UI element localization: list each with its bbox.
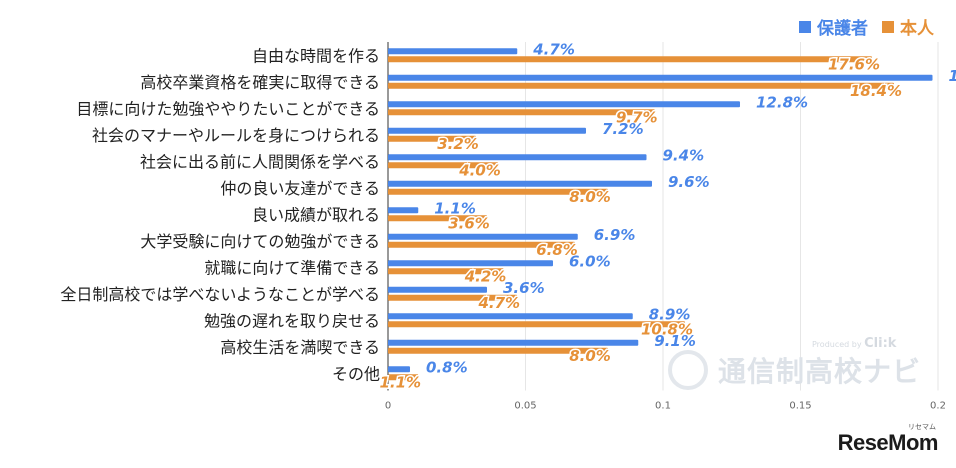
bar-self: [388, 294, 518, 301]
data-label-guardian: 19.8%: [949, 67, 956, 85]
brand-logo: ReseMom: [837, 430, 939, 455]
category-label: 高校生活を満喫できる: [220, 338, 380, 357]
data-label-guardian: 7.2%: [602, 120, 644, 138]
data-label-self: 4.0%: [458, 161, 501, 179]
bar-guardian: [388, 313, 633, 320]
produced-by-text: Produced by: [812, 340, 862, 349]
category-label: 就職に向けて準備できる: [204, 258, 380, 277]
bar-guardian: [388, 101, 740, 108]
data-label-self: 9.7%: [616, 108, 658, 126]
category-label: 社会に出る前に人間関係を学べる: [140, 152, 380, 171]
category-label: 仲の良い友達ができる: [220, 179, 380, 198]
data-label-self: 6.8%: [536, 241, 578, 259]
bar-self: [388, 135, 476, 142]
data-label-guardian: 8.9%: [649, 305, 691, 323]
bar-self: [388, 268, 504, 275]
category-label: 高校卒業資格を確実に取得できる: [140, 73, 380, 92]
bar-self: [388, 82, 894, 89]
data-label-guardian: 0.8%: [426, 358, 468, 376]
brand-subtext: リセマム: [908, 423, 936, 431]
bar-guardian: [388, 207, 419, 214]
legend-item-guardian: 保護者: [799, 14, 868, 39]
legend-swatch-guardian: [799, 20, 811, 33]
x-tick-label: 0.1: [655, 401, 671, 412]
data-label-guardian: 12.8%: [756, 93, 808, 111]
data-label-guardian: 3.6%: [503, 279, 545, 297]
chart-legend: 保護者 本人: [799, 14, 934, 39]
data-label-self: 10.8%: [641, 320, 693, 338]
watermark-logo-icon: [668, 350, 708, 390]
data-label-guardian: 9.4%: [663, 146, 705, 164]
bar-guardian: [388, 74, 933, 81]
bar-self: [388, 321, 685, 328]
data-label-self: 1.1%: [379, 373, 421, 391]
category-label: 全日制高校では学べないようなことが学べる: [60, 285, 380, 304]
bar-self: [388, 162, 498, 169]
bar-guardian: [388, 233, 578, 240]
data-label-self: 4.7%: [477, 294, 520, 312]
x-tick-label: 0.05: [514, 401, 536, 412]
bar-self: [388, 241, 575, 248]
data-label-self: 3.6%: [448, 214, 490, 232]
bar-self: [388, 374, 419, 381]
x-tick-label: 0.15: [789, 401, 811, 412]
bar-guardian: [388, 366, 410, 373]
data-label-self: 17.6%: [828, 55, 880, 73]
bar-self: [388, 188, 608, 195]
data-label-guardian: 4.7%: [532, 40, 575, 58]
data-label-guardian: 6.9%: [594, 226, 636, 244]
category-label: 良い成績が取れる: [252, 205, 380, 224]
legend-label-guardian: 保護者: [817, 19, 868, 39]
site-watermark: 通信制高校ナビ: [668, 350, 921, 390]
produced-by-watermark: Produced by Cli:k: [812, 336, 896, 351]
bar-self: [388, 109, 655, 116]
data-label-self: 3.2%: [437, 135, 479, 153]
x-tick-label: 0: [385, 401, 391, 412]
x-tick-label: 0.2: [930, 401, 946, 412]
bar-self: [388, 215, 487, 222]
data-label-self: 8.0%: [569, 347, 611, 365]
data-label-self: 8.0%: [569, 188, 611, 206]
bar-guardian: [388, 286, 487, 293]
category-label: 勉強の遅れを取り戻せる: [204, 311, 380, 330]
data-label-self: 18.4%: [850, 82, 902, 100]
bar-guardian: [388, 180, 652, 187]
data-label-guardian: 6.0%: [569, 252, 611, 270]
category-label: 社会のマナーやルールを身につけられる: [92, 126, 380, 145]
bar-guardian: [388, 48, 518, 55]
category-label: その他: [332, 364, 380, 383]
bar-guardian: [388, 260, 553, 267]
legend-item-self: 本人: [882, 14, 934, 39]
legend-swatch-self: [882, 20, 894, 33]
data-label-self: 4.2%: [464, 267, 507, 285]
watermark-text: 通信制高校ナビ: [718, 355, 922, 388]
bar-guardian: [388, 339, 639, 346]
bar-guardian: [388, 154, 647, 161]
legend-label-self: 本人: [900, 19, 934, 39]
produced-by-brand: Cli:k: [864, 336, 897, 351]
category-label: 目標に向けた勉強ややりたいことができる: [76, 99, 380, 118]
category-label: 自由な時間を作る: [252, 46, 380, 65]
data-label-guardian: 1.1%: [434, 199, 476, 217]
bar-self: [388, 56, 872, 63]
bar-guardian: [388, 127, 586, 134]
category-label: 大学受験に向けての勉強ができる: [140, 232, 380, 251]
bar-self: [388, 347, 608, 354]
data-label-guardian: 9.6%: [668, 173, 710, 191]
data-label-guardian: 9.1%: [654, 332, 696, 350]
